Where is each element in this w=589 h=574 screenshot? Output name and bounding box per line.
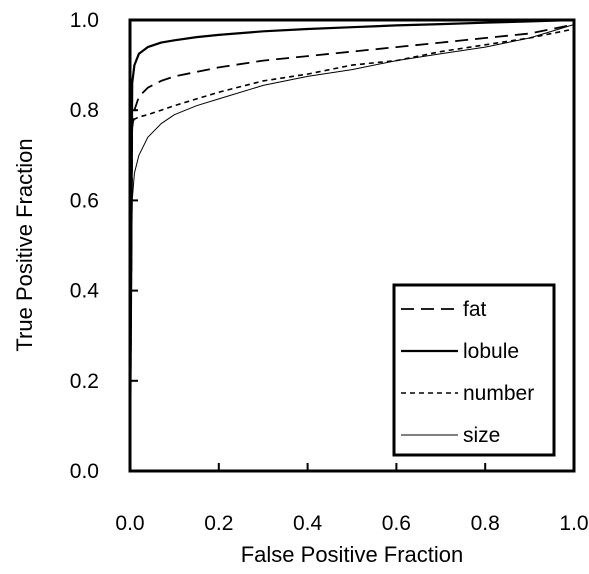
curves-layer xyxy=(128,18,575,472)
y-tick-label: 0.0 xyxy=(70,460,99,483)
axis-ticks: 0.0 0.2 0.4 0.6 0.8 1.0 0.0 0.2 0.4 0.6 0.8 1.0 xyxy=(70,9,589,535)
legend-label-number: number xyxy=(463,382,534,405)
x-axis-label: False Positive Fraction xyxy=(241,542,464,567)
y-tick-label: 0.2 xyxy=(70,370,99,393)
x-tick-label: 1.0 xyxy=(559,512,588,535)
x-tick-label: 0.8 xyxy=(471,512,500,535)
y-axis-label: True Positive Fraction xyxy=(12,138,37,351)
plot-frame xyxy=(128,18,576,473)
legend-label-fat: fat xyxy=(463,298,487,321)
legend-label-size: size xyxy=(463,424,500,447)
legend: fat lobule number size xyxy=(392,283,556,457)
series-line-lobule xyxy=(128,18,575,472)
y-tick-label: 0.8 xyxy=(70,99,99,122)
x-tick-label: 0.6 xyxy=(382,512,411,535)
y-tick-label: 0.4 xyxy=(70,280,100,303)
legend-box xyxy=(392,283,556,457)
legend-label-lobule: lobule xyxy=(463,340,519,363)
x-tick-label: 0.0 xyxy=(115,512,144,535)
series-line-fat xyxy=(129,23,575,472)
y-tick-label: 0.6 xyxy=(70,189,99,212)
x-tick-label: 0.4 xyxy=(293,512,323,535)
series-line-size xyxy=(129,24,575,472)
x-tick-label: 0.2 xyxy=(204,512,233,535)
series-line-number xyxy=(129,28,575,472)
y-tick-label: 1.0 xyxy=(70,9,99,32)
legend-items: fat lobule number size xyxy=(401,298,534,447)
